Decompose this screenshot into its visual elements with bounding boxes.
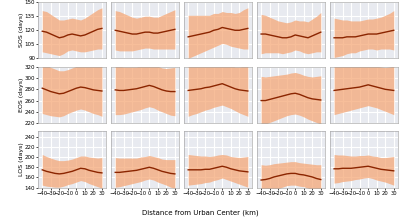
Y-axis label: EOS (days): EOS (days) xyxy=(20,78,24,112)
Y-axis label: LOS (days): LOS (days) xyxy=(20,143,24,176)
Y-axis label: SOS (days): SOS (days) xyxy=(20,13,24,48)
Text: Distance from Urban Center (km): Distance from Urban Center (km) xyxy=(142,209,258,216)
